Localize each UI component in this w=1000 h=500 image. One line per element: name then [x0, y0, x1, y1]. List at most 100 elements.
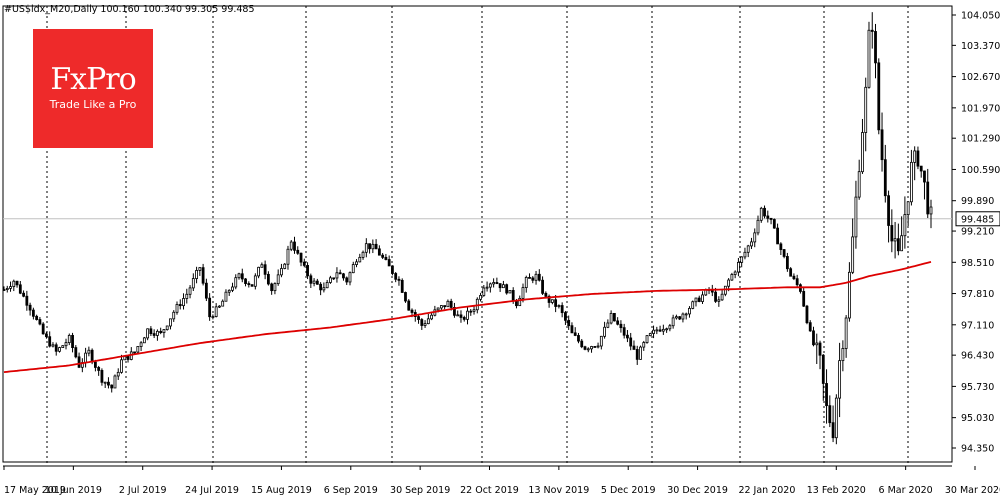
candle-body — [929, 206, 933, 215]
candle-body — [505, 284, 509, 294]
candle-body — [165, 325, 169, 330]
candle-body — [714, 291, 717, 302]
candle-body — [495, 282, 499, 284]
candle-body — [280, 268, 283, 276]
candle-body — [266, 273, 270, 285]
candle-body — [410, 309, 414, 313]
candle-body — [564, 312, 567, 321]
candle-body — [844, 317, 848, 349]
candle-body — [169, 318, 172, 327]
y-tick-label: 99.210 — [961, 227, 994, 238]
candle-body — [815, 342, 819, 346]
x-tick-label: 6 Mar 2020 — [879, 485, 933, 496]
candle-body — [488, 283, 492, 288]
candle-body — [191, 278, 195, 289]
candle-body — [697, 297, 701, 302]
candle-body — [730, 274, 734, 281]
candle-body — [296, 249, 300, 254]
candle-body — [384, 256, 388, 260]
candle-body — [678, 316, 682, 320]
candle-body — [156, 330, 159, 336]
y-tick-label: 100.590 — [961, 165, 1000, 176]
candle-body — [841, 348, 845, 362]
logo-name: FxPro — [50, 62, 136, 97]
candle-body — [596, 345, 600, 348]
candle-body — [74, 347, 78, 358]
candle-body — [828, 405, 832, 424]
candle-body — [851, 236, 855, 273]
candle-body — [133, 351, 136, 354]
candle-body — [15, 280, 19, 286]
candle-body — [916, 150, 920, 167]
candle-body — [142, 337, 146, 344]
y-tick-label: 99.890 — [961, 196, 994, 207]
candle-body — [541, 279, 544, 294]
candle-body — [439, 305, 443, 309]
candle-body — [838, 360, 842, 399]
candle-body — [120, 359, 123, 373]
candle-body — [453, 307, 456, 316]
candle-body — [599, 335, 603, 347]
candle-body — [466, 310, 469, 320]
candle-body — [459, 314, 463, 318]
candle-body — [247, 283, 251, 286]
candle-body — [896, 238, 900, 252]
candle-body — [400, 279, 404, 293]
candle-body — [182, 298, 185, 307]
y-tick-label: 97.110 — [961, 320, 994, 331]
candle-body — [867, 29, 871, 88]
candle-body — [35, 315, 39, 320]
candle-body — [113, 375, 117, 389]
candle-body — [273, 283, 277, 292]
candle-body — [208, 297, 212, 318]
candle-body — [103, 381, 107, 384]
candle-body — [785, 256, 789, 270]
candle-body — [87, 349, 91, 354]
candle-body — [430, 314, 433, 320]
candle-body — [283, 263, 287, 269]
candle-body — [694, 297, 698, 303]
candle-body — [159, 330, 163, 334]
candle-body — [701, 294, 704, 302]
candle-body — [570, 325, 574, 334]
x-tick-label: 15 Aug 2019 — [251, 485, 312, 496]
candle-body — [335, 272, 339, 279]
candle-body — [534, 273, 538, 281]
candle-body — [185, 293, 189, 299]
candle-body — [756, 219, 760, 234]
candle-body — [204, 282, 208, 299]
candle-body — [293, 241, 296, 251]
candle-body — [48, 336, 52, 347]
candle-body — [426, 318, 430, 325]
candle-body — [377, 248, 381, 256]
candle-body — [567, 319, 571, 327]
x-tick-label: 22 Oct 2019 — [460, 485, 519, 496]
candle-body — [880, 129, 884, 161]
y-tick-label: 96.430 — [961, 351, 994, 362]
candle-body — [502, 284, 505, 289]
candle-body — [387, 259, 391, 267]
x-tick-label: 10 Jun 2019 — [45, 485, 102, 496]
candle-body — [648, 333, 652, 337]
candle-body — [472, 309, 476, 312]
x-tick-label: 24 Jul 2019 — [185, 485, 239, 496]
candle-body — [9, 286, 12, 289]
candle-body — [893, 238, 897, 242]
candle-body — [485, 286, 489, 289]
candle-body — [22, 292, 25, 297]
candle-body — [655, 329, 659, 332]
x-tick-label: 6 Sep 2019 — [324, 485, 378, 496]
candle-body — [900, 235, 904, 252]
candle-body — [658, 329, 662, 332]
candle-body — [743, 251, 747, 258]
x-tick-label: 30 Sep 2019 — [390, 485, 450, 496]
candle-body — [802, 291, 806, 307]
candle-body — [668, 325, 672, 330]
candle-body — [54, 344, 58, 352]
candle-body — [665, 328, 669, 331]
candle-body — [769, 217, 773, 220]
candle-body — [61, 345, 65, 348]
candle-body — [443, 305, 447, 308]
candle-body — [110, 384, 114, 389]
y-tick-label: 103.370 — [961, 41, 1000, 52]
